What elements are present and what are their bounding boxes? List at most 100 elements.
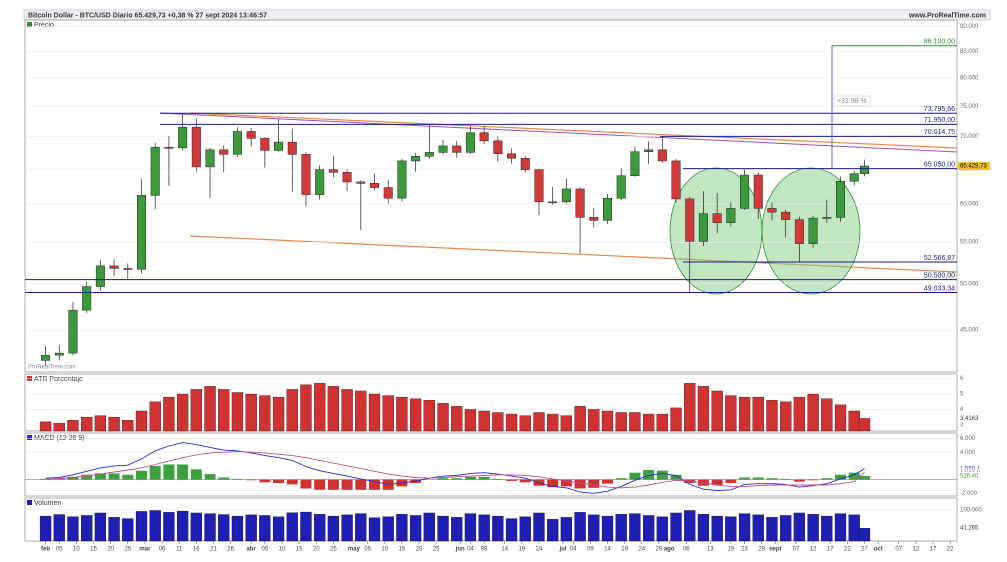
x-tick-label: 22 <box>947 547 954 553</box>
candle-body <box>260 138 270 151</box>
bar <box>670 512 682 542</box>
histogram-bar <box>204 474 216 480</box>
histogram-bar <box>341 479 353 490</box>
x-tick-label: 27 <box>861 547 868 553</box>
bar <box>314 514 326 542</box>
candle-body <box>191 126 201 168</box>
x-tick-label: 20 <box>416 547 423 553</box>
bar <box>355 390 367 432</box>
candle-body <box>370 183 379 188</box>
bar <box>176 510 189 542</box>
bar <box>355 513 367 542</box>
bar <box>135 511 148 542</box>
histogram-bar <box>355 479 367 490</box>
panel-title: ATR Porcentaje <box>34 376 83 383</box>
candle-body <box>274 141 284 151</box>
histogram-bar <box>848 472 860 480</box>
histogram-bar <box>437 478 449 480</box>
x-tick-label: 28 <box>758 547 765 553</box>
histogram-bar <box>163 464 175 480</box>
panel-title: Precio <box>34 22 54 29</box>
panel-title: Volumen <box>34 500 61 507</box>
bar <box>286 512 298 542</box>
histogram-bar <box>492 478 504 480</box>
candle-body <box>219 149 229 155</box>
histogram-bar <box>300 479 312 489</box>
bar <box>108 416 120 432</box>
bar <box>245 393 257 432</box>
candle-body <box>246 131 256 139</box>
level-label: 49.033,34 <box>924 285 955 292</box>
candle-body <box>548 201 558 204</box>
histogram-bar <box>327 479 339 490</box>
bar <box>588 514 600 542</box>
candle-body <box>781 211 791 220</box>
candle-body <box>68 309 78 354</box>
bar <box>464 409 477 432</box>
candle-body <box>411 156 421 162</box>
level-label: 52.566,87 <box>924 255 955 262</box>
x-tick-label: feb <box>41 547 50 553</box>
bar <box>615 514 627 542</box>
candle-body <box>109 265 119 269</box>
candle-body <box>822 217 832 219</box>
histogram-bar <box>739 477 751 480</box>
histogram-bar <box>656 470 668 480</box>
x-tick-label: 19 <box>518 547 525 553</box>
bar <box>190 389 202 432</box>
x-tick-label: 19 <box>728 547 735 553</box>
candle-body <box>41 354 51 361</box>
x-tick-label: 22 <box>844 547 851 553</box>
price-panel <box>24 19 958 373</box>
candle-body <box>82 286 92 311</box>
candle-body <box>205 149 215 168</box>
bar <box>848 514 860 542</box>
bar <box>122 518 134 542</box>
value-tag <box>958 471 990 480</box>
bar <box>858 418 871 432</box>
candle-body <box>397 160 407 199</box>
level-label: 71.950,00 <box>924 117 955 124</box>
bar <box>642 515 655 542</box>
y-tick-label: 3 <box>960 422 964 428</box>
bar <box>451 517 463 542</box>
histogram-bar <box>53 478 65 480</box>
x-tick-label: 29 <box>656 547 663 553</box>
bar <box>807 393 819 432</box>
candle-body <box>603 197 612 221</box>
histogram-bar <box>807 479 819 481</box>
y-tick-label: 70.000 <box>960 134 979 140</box>
bar <box>670 407 682 432</box>
header-site: www.ProRealTime.com <box>908 12 986 19</box>
candle-body <box>150 146 160 196</box>
bar <box>149 510 161 542</box>
bar <box>396 396 408 432</box>
histogram-bar <box>711 479 723 486</box>
candle-body <box>164 146 174 149</box>
histogram-bar <box>670 474 682 480</box>
candle-body <box>575 188 585 218</box>
y-tick-label: 6 <box>960 376 964 382</box>
candle-body <box>452 145 462 153</box>
level-label: 73.795,66 <box>924 106 955 113</box>
bar <box>560 415 573 432</box>
x-tick-label: may <box>348 547 361 553</box>
bar <box>300 511 312 542</box>
bar <box>560 517 573 542</box>
histogram-bar <box>259 479 271 483</box>
bar <box>259 515 271 542</box>
candle-body <box>424 152 434 157</box>
bar <box>697 514 710 542</box>
level-label: 65.050,00 <box>924 161 955 168</box>
x-tick-label: mar <box>139 547 151 553</box>
bar <box>574 512 586 542</box>
bar <box>53 423 65 432</box>
y-tick-label: 80.000 <box>960 75 979 81</box>
candle-body <box>123 268 133 270</box>
candle-body <box>561 188 571 203</box>
bar <box>218 389 230 432</box>
bar <box>135 410 148 432</box>
x-tick-label: 10 <box>73 547 80 553</box>
x-tick-label: 05 <box>262 547 269 553</box>
